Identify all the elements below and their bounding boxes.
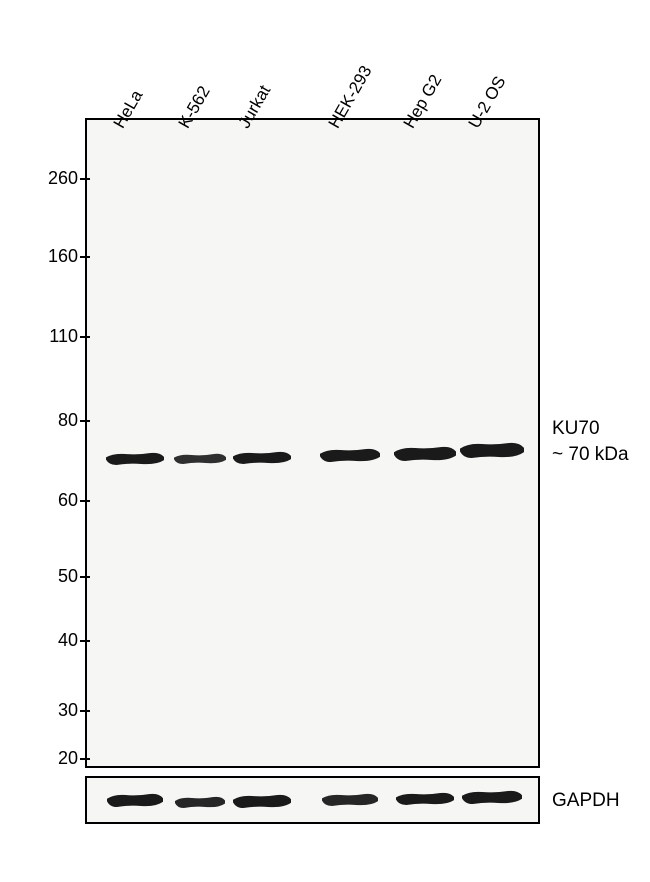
yaxis-label-2: 110 xyxy=(38,326,78,347)
band-target-2 xyxy=(231,449,293,466)
band-target-3 xyxy=(318,446,382,464)
band-loading-5 xyxy=(460,788,524,806)
yaxis-label-7: 30 xyxy=(38,700,78,721)
yaxis-tick-2 xyxy=(80,336,90,338)
right-label-2: GAPDH xyxy=(552,790,620,812)
band-target-0 xyxy=(104,450,166,467)
right-label-1: ~ 70 kDa xyxy=(552,444,629,466)
yaxis-label-5: 50 xyxy=(38,566,78,587)
yaxis-tick-6 xyxy=(80,640,90,642)
yaxis-tick-4 xyxy=(80,500,90,502)
yaxis-label-0: 260 xyxy=(38,168,78,189)
band-target-1 xyxy=(172,451,228,466)
band-loading-2 xyxy=(231,792,293,810)
yaxis-label-8: 20 xyxy=(38,748,78,769)
yaxis-label-3: 80 xyxy=(38,410,78,431)
yaxis-tick-7 xyxy=(80,710,90,712)
right-label-0: KU70 xyxy=(552,418,600,440)
band-target-5 xyxy=(458,440,526,460)
yaxis-label-1: 160 xyxy=(38,246,78,267)
band-loading-4 xyxy=(394,790,456,807)
yaxis-tick-1 xyxy=(80,256,90,258)
yaxis-tick-3 xyxy=(80,420,90,422)
band-loading-3 xyxy=(320,791,380,808)
band-target-4 xyxy=(392,444,458,463)
yaxis-tick-0 xyxy=(80,178,90,180)
yaxis-label-4: 60 xyxy=(38,490,78,511)
yaxis-label-6: 40 xyxy=(38,630,78,651)
band-loading-1 xyxy=(173,794,227,810)
band-loading-0 xyxy=(105,791,165,809)
yaxis-tick-5 xyxy=(80,576,90,578)
yaxis-tick-8 xyxy=(80,758,90,760)
